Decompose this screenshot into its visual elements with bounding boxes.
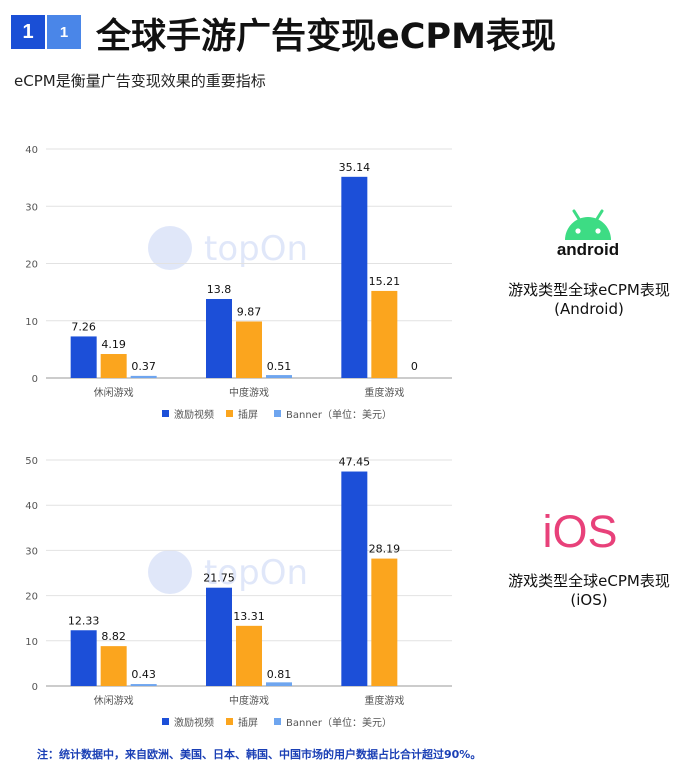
- ios-ecpm-chart: topOn 0 10 20 30 40 50 12.338.82 0.43 休闲游戏 21.75 13…: [25, 456, 452, 729]
- data-label: 13.31: [233, 610, 265, 623]
- data-label: 35.14: [339, 161, 371, 174]
- unit-note: （单位：美元）: [322, 716, 392, 729]
- android-caption-title: 游戏类型全球eCPM表现: [508, 281, 670, 299]
- android-caption: 游戏类型全球eCPM表现 (Android): [489, 281, 689, 319]
- legend-swatch: [226, 410, 233, 417]
- data-label: 0: [411, 360, 418, 373]
- watermark-text: topOn: [204, 229, 308, 269]
- x-tick-label: 休闲游戏: [94, 694, 134, 707]
- watermark-icon: [148, 550, 192, 594]
- watermark-logo: topOn: [148, 550, 308, 594]
- x-tick-label: 重度游戏: [364, 694, 404, 707]
- data-label: 21.75: [203, 572, 235, 585]
- bar: [70, 630, 97, 686]
- bar: [341, 471, 368, 686]
- data-label: 0.51: [267, 360, 292, 373]
- android-robot-icon: [565, 209, 611, 240]
- bar: [341, 176, 368, 378]
- bar: [206, 587, 232, 686]
- bar: [100, 354, 127, 378]
- bar: [236, 321, 262, 378]
- bar: [266, 682, 292, 686]
- data-label: 15.21: [369, 275, 401, 288]
- legend-label: Banner: [286, 718, 323, 729]
- section-badge-secondary: 1: [47, 15, 81, 49]
- x-tick-label: 中度游戏: [229, 694, 269, 707]
- y-tick-label: 10: [25, 637, 38, 648]
- y-tick-label: 50: [25, 456, 38, 467]
- bar: [130, 375, 157, 378]
- watermark-logo: topOn: [148, 226, 308, 270]
- y-tick-label: 0: [32, 682, 38, 693]
- data-label: 12.33: [68, 614, 100, 627]
- bar: [236, 625, 262, 686]
- legend-swatch: [162, 410, 169, 417]
- ios-logo-text: iOS: [542, 506, 618, 557]
- x-tick-label: 休闲游戏: [94, 386, 134, 399]
- page-title: 全球手游广告变现eCPM表现: [96, 17, 556, 57]
- y-tick-label: 10: [25, 317, 38, 328]
- ios-caption-title: 游戏类型全球eCPM表现: [508, 572, 670, 590]
- legend-swatch: [274, 718, 281, 725]
- legend-swatch: [162, 718, 169, 725]
- data-label: 8.82: [101, 630, 126, 643]
- bar: [206, 298, 232, 378]
- y-tick-label: 20: [25, 260, 38, 271]
- legend-swatch: [226, 718, 233, 725]
- legend-label: 激励视频: [174, 408, 214, 421]
- android-caption-platform: (Android): [554, 300, 624, 318]
- y-tick-label: 30: [25, 546, 38, 557]
- section-badge-primary: 1: [11, 15, 45, 49]
- bar: [371, 558, 398, 686]
- watermark-icon: [148, 226, 192, 270]
- legend-label: Banner: [286, 410, 323, 421]
- legend-label: 插屏: [238, 408, 258, 421]
- data-label: 4.19: [101, 338, 126, 351]
- bar: [266, 375, 292, 378]
- unit-note: （单位：美元）: [322, 408, 392, 421]
- x-tick-label: 重度游戏: [364, 386, 404, 399]
- y-tick-label: 40: [25, 145, 38, 156]
- data-label: 13.8: [207, 283, 232, 296]
- data-label: 7.26: [71, 320, 96, 333]
- watermark-text: topOn: [204, 553, 308, 593]
- android-logo-text: android: [556, 240, 620, 259]
- data-label: 9.87: [237, 305, 262, 318]
- ios-caption-platform: (iOS): [570, 591, 608, 609]
- bar: [100, 646, 127, 686]
- y-tick-label: 40: [25, 501, 38, 512]
- data-label: 0.37: [131, 360, 156, 373]
- y-tick-label: 0: [32, 374, 38, 385]
- page-subtitle: eCPM是衡量广告变现效果的重要指标: [14, 72, 266, 90]
- data-label: 28.19: [369, 543, 401, 556]
- bar: [130, 684, 157, 686]
- legend-label: 插屏: [238, 716, 258, 729]
- x-tick-label: 中度游戏: [229, 386, 269, 399]
- data-label: 47.45: [339, 456, 371, 469]
- bar: [70, 336, 97, 378]
- legend-swatch: [274, 410, 281, 417]
- legend-label: 激励视频: [174, 716, 214, 729]
- ios-caption: 游戏类型全球eCPM表现 (iOS): [489, 572, 689, 610]
- android-ecpm-chart: topOn 0 10 20 30 40 7.26 4.19 0.37 休闲游戏 13.8 9.87 0.…: [25, 145, 452, 421]
- footnote: 注：统计数据中，来自欧洲、美国、日本、韩国、中国市场的用户数据占比合计超过90%…: [37, 748, 482, 761]
- data-label: 0.81: [267, 668, 292, 681]
- data-label: 0.43: [131, 668, 156, 681]
- bar: [371, 290, 398, 378]
- y-tick-label: 20: [25, 592, 38, 603]
- y-tick-label: 30: [25, 202, 38, 213]
